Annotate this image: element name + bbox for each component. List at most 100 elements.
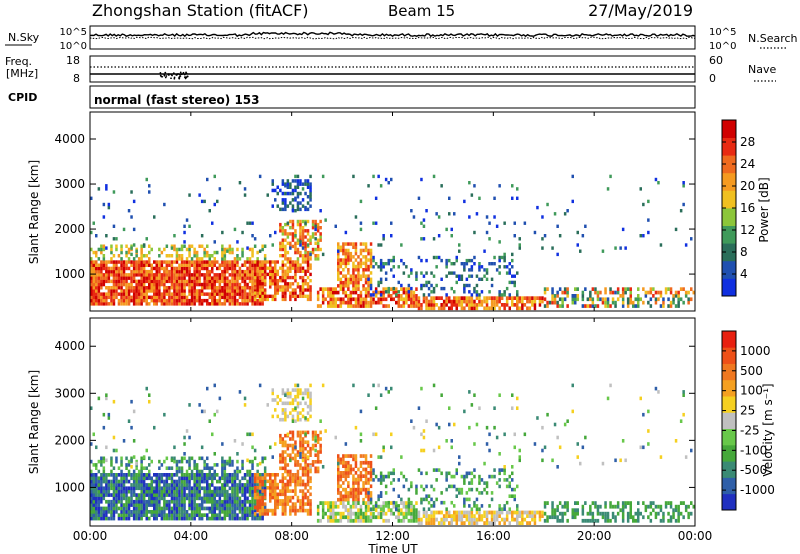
velocity-cell — [248, 489, 252, 494]
power-cell — [294, 196, 297, 200]
velocity-cell — [153, 510, 156, 514]
velocity-cell — [173, 483, 176, 487]
velocity-cell — [448, 406, 451, 410]
power-cell — [190, 286, 194, 290]
power-cell — [241, 250, 244, 255]
power-cell — [415, 287, 418, 291]
velocity-cell — [107, 493, 111, 497]
velocity-cell — [233, 473, 237, 477]
power-cell — [228, 286, 232, 290]
power-cell — [105, 187, 108, 191]
power-cell — [344, 230, 348, 235]
velocity-cell — [652, 508, 655, 513]
velocity-cell — [266, 479, 269, 484]
power-cell — [367, 184, 370, 188]
power-cell — [299, 232, 302, 236]
velocity-cell — [281, 408, 285, 412]
power-cell — [473, 303, 476, 307]
power-cell — [347, 261, 350, 266]
velocity-cell — [488, 432, 491, 437]
velocity-cell — [185, 459, 189, 464]
power-cell — [243, 282, 247, 287]
velocity-cell — [677, 508, 680, 513]
velocity-cell — [269, 476, 272, 480]
velocity-cell — [158, 476, 161, 481]
velocity-cell — [566, 501, 569, 505]
power-cell — [684, 243, 688, 247]
velocity-cell — [478, 517, 481, 522]
velocity-cell — [178, 483, 181, 487]
velocity-cell — [425, 497, 428, 502]
velocity-cell — [253, 499, 257, 504]
power-cell — [450, 271, 453, 275]
power-cell — [533, 303, 537, 307]
velocity-cell — [470, 481, 474, 485]
power-cell — [110, 273, 113, 277]
velocity-cell — [125, 496, 128, 501]
power-cell — [183, 292, 186, 296]
power-cell — [372, 174, 375, 179]
power-cell — [135, 302, 138, 306]
power-cell — [616, 297, 620, 302]
velocity-cell — [258, 383, 262, 388]
power-cell — [284, 198, 287, 202]
power-cell — [541, 215, 544, 219]
power-cell — [188, 302, 191, 306]
power-cell — [238, 181, 242, 185]
velocity-cell — [465, 491, 469, 495]
power-cell — [276, 291, 279, 295]
velocity-cell — [309, 486, 312, 490]
velocity-cell — [306, 479, 310, 484]
power-cell — [281, 266, 285, 270]
velocity-cell — [132, 493, 136, 497]
velocity-cell — [352, 474, 355, 478]
power-cell — [314, 222, 317, 227]
velocity-cell — [390, 481, 393, 485]
power-cell — [145, 298, 148, 303]
power-cell — [470, 274, 474, 278]
velocity-cell — [130, 499, 133, 504]
power-cell — [407, 304, 411, 308]
velocity-cell — [140, 513, 143, 517]
power-cell — [92, 276, 95, 280]
velocity-cell — [130, 489, 133, 494]
power-cell — [153, 279, 156, 284]
power-cell — [546, 300, 549, 305]
power-cell — [329, 290, 332, 295]
velocity-cell — [127, 513, 131, 517]
velocity-cell — [435, 497, 438, 502]
power-cell — [100, 292, 103, 296]
power-cell — [609, 174, 612, 179]
power-cell — [458, 274, 461, 278]
velocity-cell — [223, 506, 227, 511]
velocity-cell — [258, 482, 262, 487]
velocity-cell — [105, 493, 108, 497]
velocity-cell — [115, 479, 118, 484]
power-cell — [294, 260, 297, 264]
velocity-cell — [286, 486, 290, 490]
velocity-cell — [271, 489, 274, 493]
power-cell — [127, 273, 131, 277]
velocity-cell — [142, 499, 146, 504]
velocity-cell — [632, 515, 635, 520]
velocity-cell — [354, 464, 358, 468]
velocity-cell — [274, 442, 277, 446]
velocity-cell — [203, 486, 206, 491]
velocity-cell — [442, 521, 446, 525]
power-cell — [485, 271, 489, 275]
power-cell — [173, 286, 176, 290]
velocity-cell — [193, 499, 196, 504]
velocity-cell — [243, 510, 247, 514]
power-cell — [226, 276, 229, 280]
power-cell — [354, 248, 358, 253]
power-cell — [284, 222, 287, 227]
power-cell — [168, 295, 171, 300]
power-cell — [289, 191, 292, 196]
power-cell — [384, 287, 388, 291]
power-cell — [546, 287, 549, 291]
velocity-cell — [470, 487, 474, 492]
velocity-cell — [243, 496, 247, 501]
velocity-cell — [407, 497, 411, 502]
power-cell — [193, 260, 196, 264]
power-cell — [228, 289, 232, 293]
